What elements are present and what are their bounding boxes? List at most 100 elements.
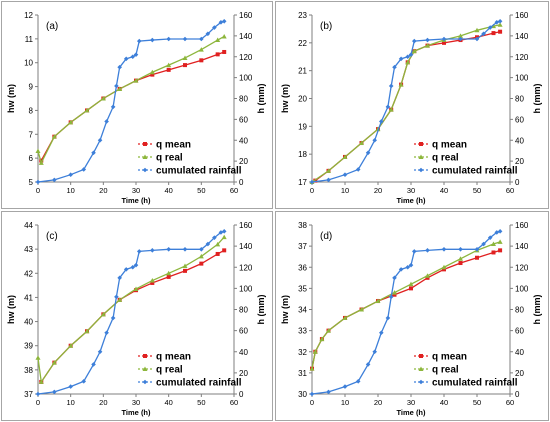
chart-d-y2-tick-label: 160 <box>515 221 529 230</box>
chart-d-legend-marker-rainfall <box>418 379 424 385</box>
chart-a-series-rainfall-point <box>130 54 136 60</box>
chart-a-panel-label: (a) <box>46 21 58 32</box>
chart-a-legend-marker-q-mean <box>143 142 147 146</box>
chart-a-series-q-real-point <box>38 160 44 165</box>
chart-d-series-q-mean-point <box>442 267 446 272</box>
chart-b-y2-tick-label: 120 <box>515 53 529 62</box>
chart-b-series-rainfall-point <box>326 177 331 183</box>
chart-c-y-tick-label: 39 <box>24 342 33 351</box>
chart-a-series-q-real-point <box>100 96 106 101</box>
chart-b-series-rainfall-point <box>497 18 503 24</box>
chart-c-y-tick-label: 44 <box>24 221 33 230</box>
chart-d-series-q-real-point <box>326 328 331 333</box>
chart-a-y2-tick-label: 40 <box>239 136 248 145</box>
chart-a-xlabel: Time (h) <box>121 196 151 205</box>
chart-a-series-q-real-point <box>84 107 90 113</box>
chart-b-y-tick-label: 23 <box>298 11 307 20</box>
chart-a-legend-marker-rainfall <box>142 167 148 173</box>
chart-c-legend-marker-q-real <box>142 366 148 371</box>
chart-c-series-q-real-point <box>215 241 221 247</box>
chart-b-series-rainfall-line <box>311 20 501 183</box>
chart-a-y2-tick-label: 80 <box>239 95 248 104</box>
chart-b-series-q-mean-point <box>498 29 503 34</box>
chart-a-x-tick-label: 30 <box>132 186 140 195</box>
chart-b-y2-tick-label: 80 <box>515 95 524 104</box>
chart-b-legend-label-q-mean: q mean <box>432 140 467 151</box>
chart-a-series-rainfall-point <box>212 25 217 30</box>
chart-d-series-q-real-point <box>458 256 463 261</box>
chart-c-y2-tick-label: 80 <box>239 306 248 315</box>
chart-a-series-rainfall-point <box>91 150 96 156</box>
chart-a-x-tick-label: 50 <box>197 186 205 195</box>
chart-a-legend-label-q-mean: q mean <box>156 140 191 151</box>
chart-b-series-q-mean-point <box>313 178 318 183</box>
chart-b-series-rainfall-point <box>474 36 480 42</box>
chart-a-y2-tick-label: 140 <box>239 32 253 41</box>
chart-a-series-rainfall-point <box>104 119 109 124</box>
chart-d-ylabel: hw (m) <box>280 295 290 324</box>
chart-a-series-rainfall-point <box>114 83 119 89</box>
chart-d-series-rainfall-point <box>441 246 447 252</box>
chart-panel-c: 0 10 20 30 40 50 60 37 38 39 40 41 42 43 44 0 20 40 60 80 10… <box>1 211 273 421</box>
chart-a-series-q-real-point <box>149 69 155 75</box>
chart-c-y2-tick-label: 140 <box>239 242 253 251</box>
chart-d-y2label: h (mm) <box>532 295 542 325</box>
chart-a-y-tick-label: 12 <box>24 11 33 20</box>
chart-c-y-tick-label: 41 <box>24 293 33 302</box>
chart-b-series-rainfall-point <box>408 52 414 57</box>
chart-c-series-q-real-point <box>84 328 90 334</box>
chart-b-y-tick-label: 17 <box>298 178 307 187</box>
chart-c-series-rainfall-line <box>37 230 225 395</box>
chart-c-series-rainfall-point <box>166 246 171 252</box>
chart-d-series-q-real-point <box>408 281 414 287</box>
chart-a-series-q-real-point <box>166 62 172 68</box>
chart-d-legend-marker-q-real <box>418 366 424 371</box>
chart-d-series-rainfall-point <box>458 246 463 252</box>
chart-d-y-tick-label: 38 <box>298 221 307 230</box>
chart-a-series-rainfall-point <box>52 177 57 183</box>
chart-c-y2-tick-label: 160 <box>239 221 253 230</box>
chart-b-series-q-mean-point <box>442 40 446 45</box>
chart-panel-b: 0 10 20 30 40 50 60 17 18 19 20 21 22 23 0 20 40 60 80 100 1… <box>275 1 549 209</box>
chart-c-series-q-real-point <box>166 270 172 276</box>
chart-a-series-rainfall-point <box>199 36 204 42</box>
chart-d-series-rainfall-point <box>412 249 417 254</box>
chart-b-series-q-mean-point <box>491 31 496 36</box>
chart-d-series-rainfall-point <box>405 264 410 270</box>
chart-d-y2-tick-label: 20 <box>515 369 524 378</box>
chart-b-y2-tick-label: 0 <box>515 178 520 187</box>
chart-a-series-q-real-point <box>68 119 74 125</box>
chart-d-y-tick-label: 34 <box>298 306 307 315</box>
chart-a-y-tick-label: 5 <box>29 178 34 187</box>
chart-b-series-q-real-point <box>411 48 417 54</box>
chart-d-series-rainfall-point <box>487 235 493 240</box>
chart-c-series-rainfall-point <box>117 275 122 281</box>
chart-b-series-rainfall-point <box>481 31 486 37</box>
chart-c-series-rainfall-point <box>110 315 116 321</box>
chart-a-y2-tick-label: 100 <box>239 74 253 83</box>
chart-a-y-tick-label: 11 <box>25 35 34 44</box>
chart-a-y-tick-label: 8 <box>29 106 34 115</box>
chart-c-y2-tick-label: 100 <box>239 284 253 293</box>
chart-c-y-tick-label: 40 <box>24 318 33 327</box>
chart-d-y-tick-label: 30 <box>298 390 307 399</box>
chart-a-y-tick-label: 10 <box>24 59 33 68</box>
chart-a-series-q-real-line <box>37 35 225 165</box>
chart-d-series-q-real-point <box>375 298 381 304</box>
chart-c-legend-label-q-mean: q mean <box>156 352 191 363</box>
chart-a-y2-tick-label: 120 <box>239 53 253 62</box>
chart-c-series-rainfall-point <box>68 384 73 389</box>
chart-c-series-q-mean-point <box>215 251 220 256</box>
chart-c-series-rainfall-point <box>136 249 142 254</box>
chart-c-y2-tick-label: 120 <box>239 263 253 272</box>
chart-c-series-q-real-point <box>133 286 139 291</box>
chart-d-y-tick-label: 37 <box>298 242 307 251</box>
chart-c-y-tick-label: 38 <box>24 366 33 375</box>
chart-b-legend-marker-rainfall <box>418 167 424 173</box>
chart-d-series-rainfall-point <box>355 379 361 384</box>
chart-b-series-q-real-point <box>375 126 381 132</box>
chart-d-series-q-real-line <box>311 241 501 369</box>
chart-d-x-tick-label: 0 <box>310 398 314 407</box>
chart-d-series-rainfall-point <box>372 349 377 355</box>
chart-c-series-q-mean-point <box>222 248 227 253</box>
